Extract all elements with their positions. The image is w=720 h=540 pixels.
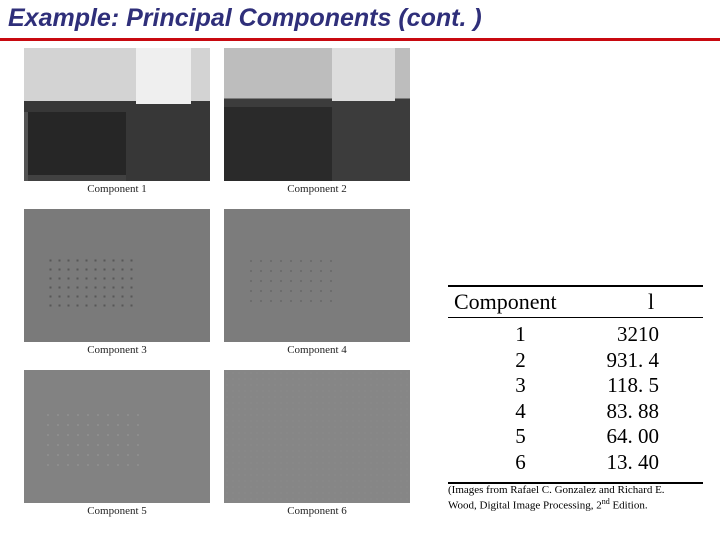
cell-lambda: 931. 4	[607, 348, 660, 374]
table-header-lambda: l	[599, 289, 703, 315]
credit-line2-pre: Wood, Digital Image Processing, 2	[448, 499, 602, 511]
image-credit: (Images from Rafael C. Gonzalez and Rich…	[448, 484, 716, 512]
component-caption-3: Component 3	[24, 344, 210, 356]
table-row: 5 64. 00	[448, 424, 703, 450]
cell-lambda: 83. 88	[607, 399, 660, 425]
component-image-1	[24, 48, 210, 181]
component-caption-4: Component 4	[224, 344, 410, 356]
title-underline	[0, 38, 720, 41]
credit-sup: nd	[602, 497, 610, 506]
cell-component: 3	[448, 373, 593, 399]
cell-lambda: 64. 00	[607, 424, 660, 450]
table-row: 1 3210	[448, 322, 703, 348]
component-caption-1: Component 1	[24, 183, 210, 195]
component-caption-2: Component 2	[224, 183, 410, 195]
slide-title: Example: Principal Components (cont. )	[8, 4, 482, 33]
cell-component: 6	[448, 450, 593, 476]
cell-component: 5	[448, 424, 593, 450]
table-row: 4 83. 88	[448, 399, 703, 425]
table-header-row: Component l	[448, 285, 703, 318]
slide-root: Example: Principal Components (cont. ) C…	[0, 0, 720, 540]
component-image-2	[224, 48, 410, 181]
cell-component: 4	[448, 399, 593, 425]
table-row: 2 931. 4	[448, 348, 703, 374]
component-image-5	[24, 370, 210, 503]
credit-line2-post: Edition.	[610, 499, 648, 511]
credit-line1: (Images from Rafael C. Gonzalez and Rich…	[448, 484, 665, 496]
component-image-3	[24, 209, 210, 342]
component-image-6	[224, 370, 410, 503]
cell-component: 1	[448, 322, 593, 348]
component-caption-6: Component 6	[224, 505, 410, 517]
table-body: 1 3210 2 931. 4 3 118. 5 4 83. 88 5 64. …	[448, 318, 703, 484]
component-caption-5: Component 5	[24, 505, 210, 517]
cell-component: 2	[448, 348, 593, 374]
table-row: 3 118. 5	[448, 373, 703, 399]
eigenvalue-table: Component l 1 3210 2 931. 4 3 118. 5 4 8…	[448, 285, 703, 484]
cell-lambda: 13. 40	[607, 450, 660, 476]
cell-lambda: 3210	[617, 322, 659, 348]
table-row: 6 13. 40	[448, 450, 703, 476]
component-image-4	[224, 209, 410, 342]
cell-lambda: 118. 5	[607, 373, 659, 399]
table-header-component: Component	[448, 289, 599, 315]
